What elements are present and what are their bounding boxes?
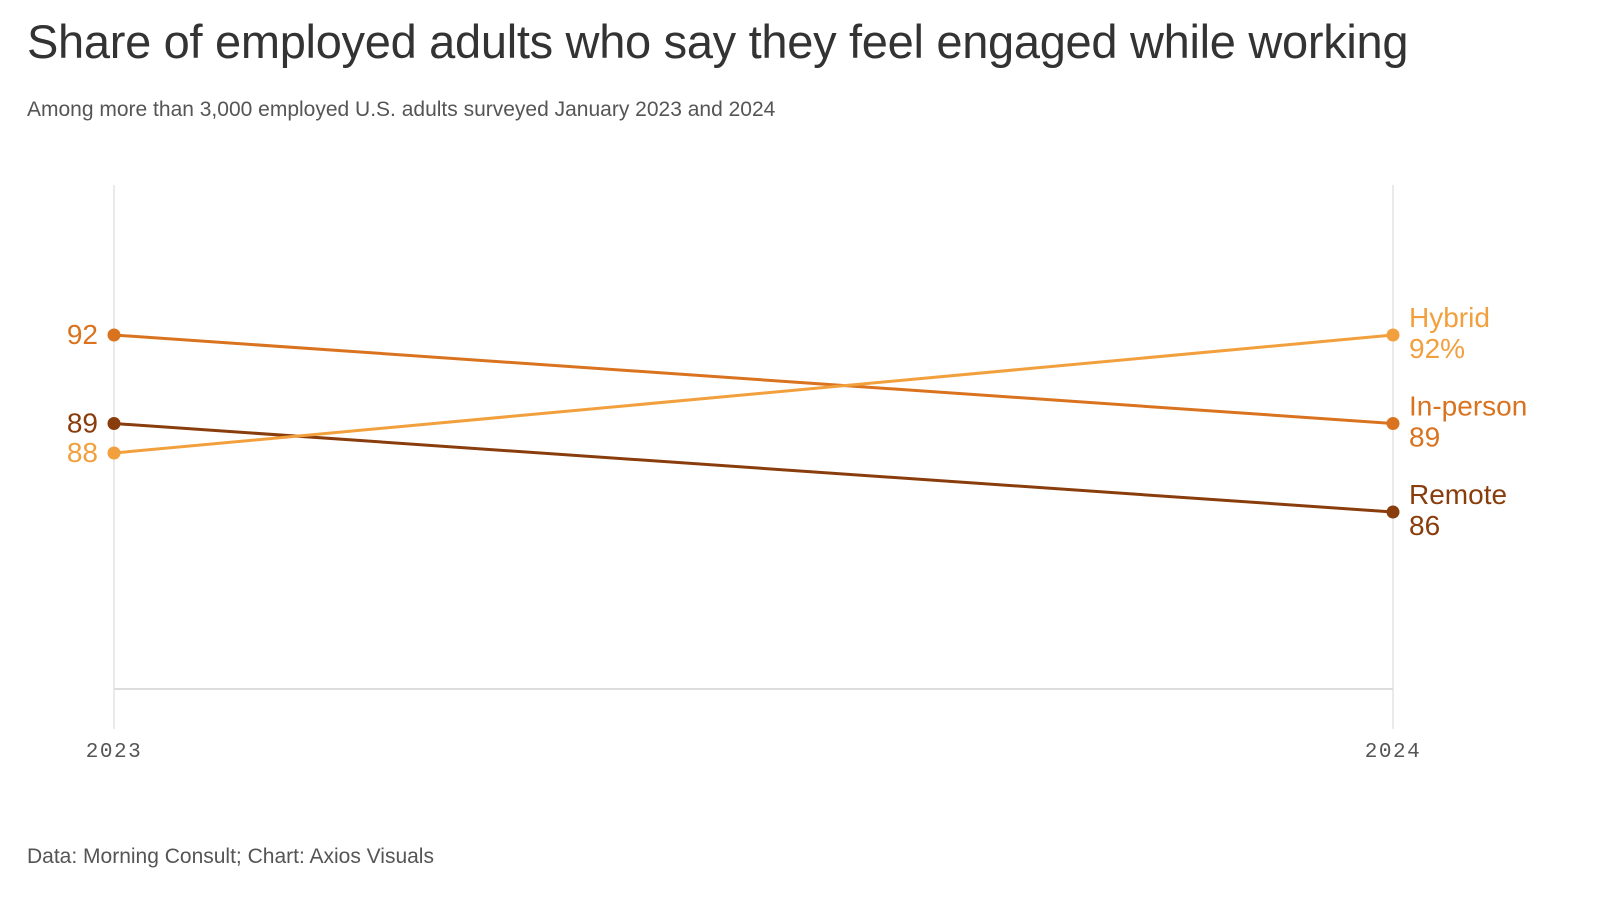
series-name-label-remote: Remote bbox=[1409, 479, 1507, 510]
chart-title: Share of employed adults who say they fe… bbox=[27, 15, 1409, 68]
series-line-remote bbox=[113, 422, 1394, 514]
series-name-label-in-person: In-person bbox=[1409, 391, 1527, 422]
data-point-in-person-2023 bbox=[107, 328, 121, 342]
start-value-label-in-person: 92 bbox=[67, 319, 98, 350]
data-point-in-person-2024 bbox=[1386, 417, 1400, 430]
data-point-hybrid-2024 bbox=[1386, 328, 1400, 342]
x-tick-label-2024: 2024 bbox=[1365, 741, 1421, 764]
axes-layer: 2023 2024 bbox=[86, 185, 1421, 764]
end-value-label-hybrid: 92% bbox=[1409, 333, 1465, 364]
chart-subtitle: Among more than 3,000 employed U.S. adul… bbox=[27, 98, 776, 121]
series-line-in-person bbox=[113, 333, 1394, 425]
end-value-label-in-person: 89 bbox=[1409, 422, 1440, 453]
data-point-remote-2024 bbox=[1386, 505, 1400, 519]
series-line-hybrid bbox=[113, 333, 1394, 455]
data-point-hybrid-2023 bbox=[107, 446, 121, 460]
data-point-remote-2023 bbox=[107, 417, 121, 430]
chart-source: Data: Morning Consult; Chart: Axios Visu… bbox=[27, 845, 434, 868]
x-tick-label-2023: 2023 bbox=[86, 741, 142, 764]
start-value-label-remote: 89 bbox=[67, 408, 98, 439]
series-name-label-hybrid: Hybrid bbox=[1409, 302, 1490, 333]
start-value-label-hybrid: 88 bbox=[67, 437, 98, 468]
end-value-label-remote: 86 bbox=[1409, 510, 1440, 541]
